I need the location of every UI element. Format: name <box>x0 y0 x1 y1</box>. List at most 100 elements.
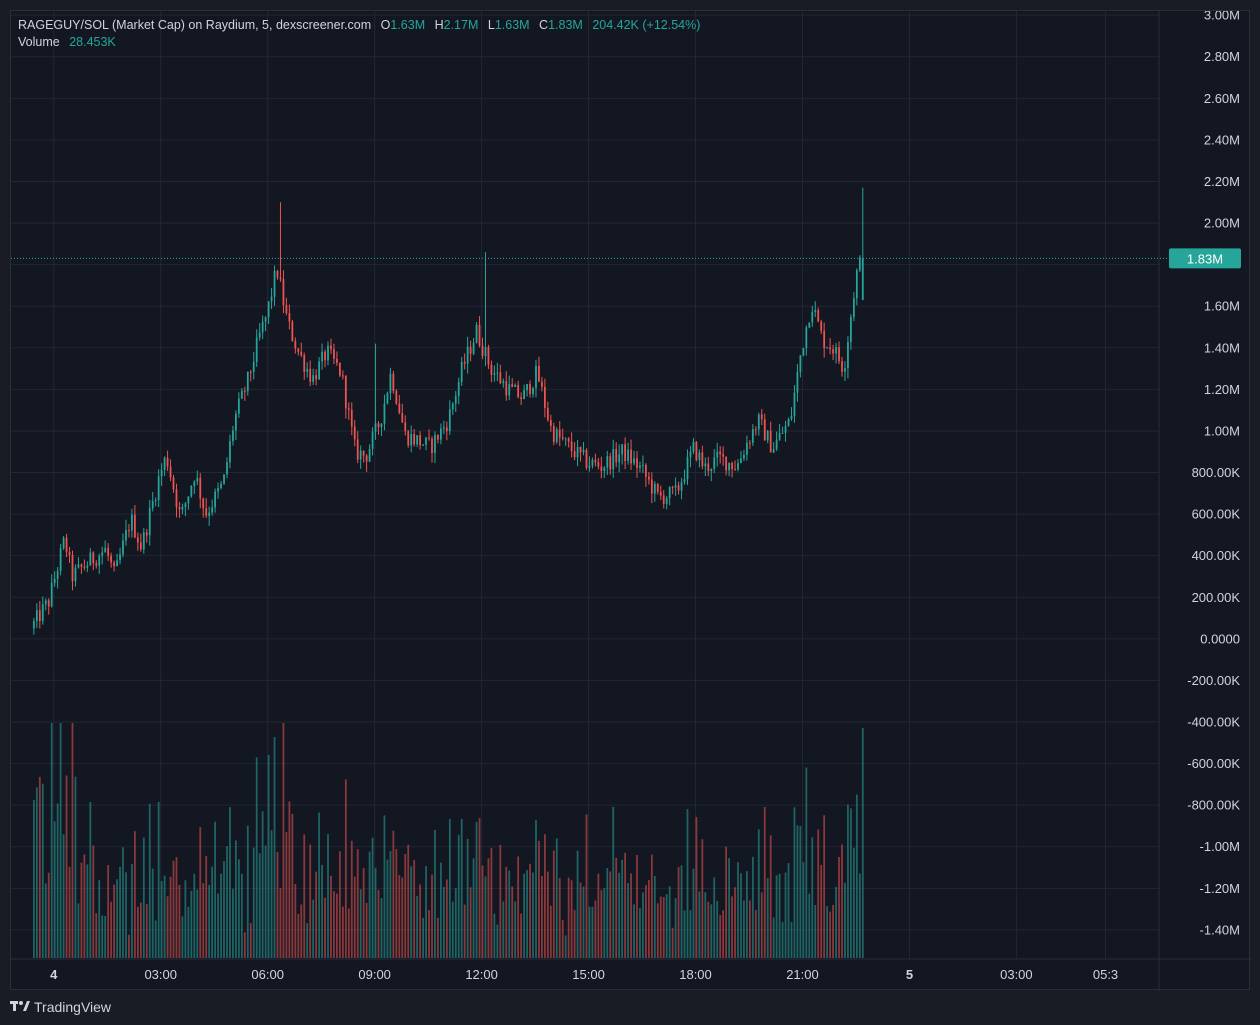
volume-bar <box>585 814 588 958</box>
price-tick-label: -1.00M <box>1200 839 1240 854</box>
volume-bar <box>650 854 653 958</box>
price-tick-label: -200.00K <box>1187 673 1240 688</box>
volume-bar <box>80 862 83 958</box>
volume-bar <box>148 803 151 958</box>
candle-body <box>383 403 386 424</box>
volume-bar <box>41 783 44 958</box>
tradingview-logo-text: TradingView <box>34 999 112 1015</box>
candlestick-chart[interactable]: 3.00M 2.80M 2.60M 2.40M 2.20M 2.00M 1.60M 1.40M… <box>11 11 1251 991</box>
candle-body <box>642 464 644 466</box>
volume-bar <box>844 882 846 958</box>
candle-body <box>772 449 775 453</box>
volume-bar <box>594 900 597 958</box>
candle-body <box>240 390 243 399</box>
volume-bar <box>333 891 335 958</box>
candle-body <box>98 555 101 566</box>
volume-label[interactable]: Volume <box>18 35 60 49</box>
candle-body <box>469 346 472 354</box>
candle-body <box>309 368 312 382</box>
time-tick-label: 12:00 <box>465 967 498 982</box>
candle-body <box>698 452 701 460</box>
volume-bar <box>35 787 38 958</box>
candle-body <box>567 438 570 442</box>
candle-body <box>472 342 475 354</box>
volume-bar <box>677 866 680 958</box>
candle-body <box>448 409 451 432</box>
candle-body <box>160 469 163 477</box>
volume-bar <box>107 864 110 958</box>
candle-body <box>62 537 65 549</box>
volume-bar <box>621 859 624 958</box>
price-tick-label: -1.20M <box>1200 881 1240 896</box>
candle-body <box>850 317 852 343</box>
volume-bar <box>618 872 621 958</box>
price-tick-label: 800.00K <box>1192 465 1241 480</box>
candle-body <box>695 441 698 460</box>
volume-bar <box>760 892 763 958</box>
candle-body <box>154 500 157 502</box>
candle-body <box>148 508 151 536</box>
candle-body <box>255 337 258 363</box>
candle-body <box>826 347 829 349</box>
candle-body <box>757 414 760 430</box>
price-axis[interactable]: 3.00M 2.80M 2.60M 2.40M 2.20M 2.00M 1.60M 1.40M… <box>1187 11 1240 937</box>
volume-bar <box>698 891 701 958</box>
candle-body <box>288 313 291 322</box>
candle-body <box>627 449 629 461</box>
candle-body <box>573 451 576 458</box>
volume-bar <box>116 879 118 958</box>
volume-bar <box>847 804 849 958</box>
candle-body <box>401 413 404 423</box>
volume-bar <box>555 838 558 958</box>
candle-body <box>297 348 300 353</box>
chart-pane[interactable]: 3.00M 2.80M 2.60M 2.40M 2.20M 2.00M 1.60M 1.40M… <box>10 10 1251 991</box>
volume-bar <box>751 856 754 958</box>
candle-body <box>478 324 481 346</box>
volume-bar <box>270 830 273 958</box>
volume-bar <box>175 857 178 958</box>
volume-bar <box>591 906 594 958</box>
volume-bar <box>377 890 380 958</box>
candle-body <box>113 562 115 567</box>
volume-bar <box>496 924 499 958</box>
volume-bar <box>772 917 775 958</box>
volume-bar <box>457 834 460 958</box>
volume-bar <box>627 883 629 958</box>
candle-body <box>270 296 273 302</box>
candle-body <box>131 514 133 531</box>
volume-bar <box>434 829 436 958</box>
tradingview-footer[interactable]: TradingView <box>10 996 111 1018</box>
candle-body <box>487 347 490 365</box>
symbol-title[interactable]: RAGEGUY/SOL (Market Cap) on Raydium, 5, … <box>18 18 372 32</box>
candle-body <box>220 483 222 489</box>
volume-bar <box>754 909 757 958</box>
volume-bar <box>832 904 834 958</box>
volume-bar <box>226 846 228 958</box>
candle-body <box>775 439 778 450</box>
time-axis[interactable]: 4 03:00 06:00 09:00 12:00 15:00 18:00 21:00 5 03:… <box>50 967 1118 982</box>
volume-bar <box>686 809 689 958</box>
volume-bar <box>484 876 487 958</box>
volume-bar <box>597 873 600 958</box>
candle-body <box>820 321 823 331</box>
low-value: 1.63M <box>494 18 530 32</box>
candle-body <box>555 429 558 443</box>
time-tick-label: 21:00 <box>786 967 819 982</box>
volume-bar <box>689 910 692 958</box>
volume-bar <box>704 892 707 958</box>
candle-body <box>746 442 748 455</box>
volume-bar <box>83 854 86 958</box>
candle-body <box>692 441 695 452</box>
candle-body <box>784 426 787 433</box>
volume-bar <box>567 877 570 958</box>
legend-ohlc-row: RAGEGUY/SOL (Market Cap) on Raydium, 5, … <box>18 17 706 34</box>
volume-bar <box>861 728 864 958</box>
candle-body <box>50 582 53 607</box>
volume-bar <box>362 867 365 958</box>
volume-bar <box>502 901 505 958</box>
candle-body <box>38 610 41 622</box>
candle-body <box>858 257 861 271</box>
volume-bar <box>101 915 104 958</box>
candle-body <box>570 441 573 452</box>
high-value: 2.17M <box>443 18 479 32</box>
